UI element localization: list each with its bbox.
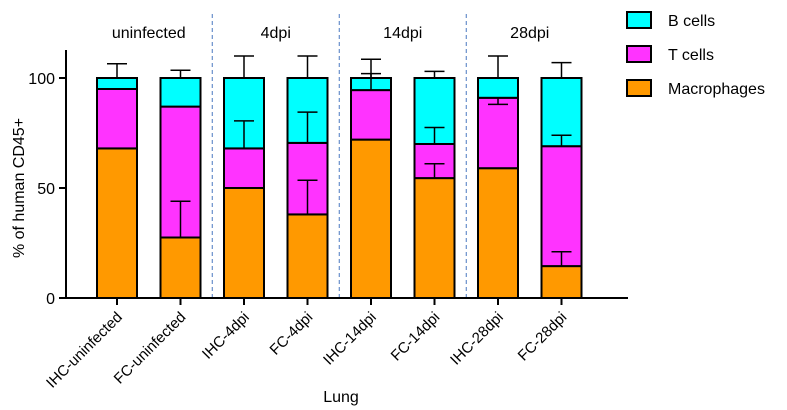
bar-segment-b-cells: [159, 77, 202, 108]
group-labels: uninfected 4dpi 14dpi 28dpi: [112, 25, 550, 42]
bar-segment-t-cells: [223, 147, 265, 189]
legend-swatch: [626, 45, 652, 63]
error-bars-layer: [107, 55, 572, 267]
bar-segment-macrophages: [159, 236, 202, 299]
y-tick-label: 50: [37, 181, 55, 198]
group-label: 14dpi: [383, 25, 422, 42]
bar-segment-macrophages: [350, 138, 392, 299]
y-tick-label: 100: [28, 71, 55, 88]
bar-segment-b-cells: [477, 77, 519, 99]
bar-segment-macrophages: [286, 213, 329, 299]
bar-segment-b-cells: [96, 77, 138, 90]
legend-label: B cells: [668, 13, 715, 30]
x-tick-label: FC-14dpi: [388, 309, 444, 365]
x-tick-label: FC-4dpi: [267, 309, 317, 359]
bar-segment-t-cells: [96, 88, 138, 150]
bar-segment-macrophages: [223, 187, 265, 299]
bar-segment-macrophages: [96, 147, 138, 299]
x-axis-label: Lung: [323, 389, 359, 406]
bar-segment-t-cells: [477, 96, 519, 170]
x-tick-label: IHC-4dpi: [199, 309, 253, 363]
group-label: 28dpi: [510, 25, 549, 42]
y-tick-label: 0: [46, 291, 55, 308]
legend-swatch: [626, 11, 652, 29]
group-separators: [211, 14, 467, 300]
bar-segment-t-cells: [350, 89, 392, 141]
bars-layer: [96, 77, 583, 300]
y-axis-label: % of human CD45+: [11, 118, 28, 258]
group-label: 4dpi: [261, 25, 291, 42]
bar-segment-t-cells: [540, 145, 583, 268]
group-label: uninfected: [112, 25, 186, 42]
legend-label: T cells: [668, 47, 714, 64]
bar-segment-macrophages: [477, 167, 519, 299]
x-tick-label: IHC-14dpi: [320, 309, 380, 369]
x-tick-label: FC-28dpi: [515, 309, 571, 365]
x-tick-label: IHC-28dpi: [447, 309, 507, 369]
legend: B cells T cells Macrophages: [626, 11, 765, 98]
bar-segment-macrophages: [413, 177, 456, 300]
bar-segment-macrophages: [540, 265, 583, 300]
legend-label: Macrophages: [668, 81, 765, 98]
legend-swatch: [626, 79, 652, 97]
